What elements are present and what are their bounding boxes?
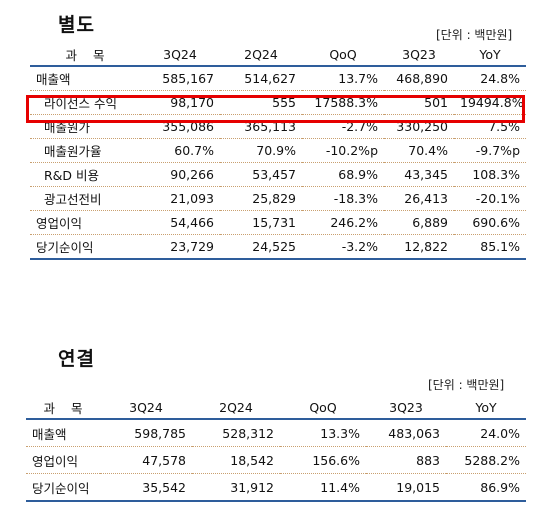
- cell-qoq: 13.7%: [302, 66, 384, 91]
- col-header-yoy: YoY: [446, 396, 526, 420]
- table-header-row: 과 목 3Q24 2Q24 QoQ 3Q23 YoY: [30, 44, 526, 67]
- cell-3q24: 60.7%: [140, 138, 220, 163]
- cell-yoy: 24.0%: [446, 419, 526, 447]
- row-label: 당기순이익: [26, 473, 100, 502]
- cell-2q24: 25,829: [220, 186, 302, 211]
- table-row: 매출원가율 60.7% 70.9% -10.2%p 70.4% -9.7%p: [30, 138, 526, 163]
- cell-qoq: 156.6%: [280, 446, 366, 474]
- cell-3q24: 355,086: [140, 114, 220, 139]
- cell-3q23: 483,063: [366, 419, 446, 447]
- table-row: 당기순이익 35,542 31,912 11.4% 19,015 86.9%: [26, 473, 526, 502]
- cell-2q24: 514,627: [220, 66, 302, 91]
- row-label: 매출액: [26, 419, 100, 447]
- row-label: 당기순이익: [30, 234, 140, 260]
- cell-3q23: 19,015: [366, 473, 446, 502]
- cell-3q24: 35,542: [100, 473, 192, 502]
- cell-yoy: 5288.2%: [446, 446, 526, 474]
- cell-2q24: 31,912: [192, 473, 280, 502]
- cell-2q24: 18,542: [192, 446, 280, 474]
- cell-yoy: -9.7%p: [454, 138, 526, 163]
- row-label: 매출원가: [30, 114, 140, 139]
- table-row: 라이선스 수익 98,170 555 17588.3% 501 19494.8%: [30, 90, 526, 115]
- cell-3q23: 26,413: [384, 186, 454, 211]
- cell-3q24: 21,093: [140, 186, 220, 211]
- cell-qoq: 68.9%: [302, 162, 384, 187]
- cell-yoy: 108.3%: [454, 162, 526, 187]
- col-header-item: 과 목: [30, 44, 140, 67]
- cell-2q24: 53,457: [220, 162, 302, 187]
- cell-3q23: 883: [366, 446, 446, 474]
- table-row: 매출액 598,785 528,312 13.3% 483,063 24.0%: [26, 419, 526, 447]
- col-header-2q24: 2Q24: [220, 44, 302, 67]
- section-title-separate: 별도: [58, 14, 95, 36]
- cell-3q24: 47,578: [100, 446, 192, 474]
- table-row: 당기순이익 23,729 24,525 -3.2% 12,822 85.1%: [30, 234, 526, 260]
- cell-qoq: -2.7%: [302, 114, 384, 139]
- cell-qoq: -3.2%: [302, 234, 384, 260]
- cell-3q24: 23,729: [140, 234, 220, 260]
- row-label: 매출액: [30, 66, 140, 91]
- cell-yoy: 86.9%: [446, 473, 526, 502]
- cell-3q24: 598,785: [100, 419, 192, 447]
- separate-financials-table: 과 목 3Q24 2Q24 QoQ 3Q23 YoY 매출액 585,167 5…: [30, 44, 526, 260]
- cell-yoy: 85.1%: [454, 234, 526, 260]
- cell-yoy: 7.5%: [454, 114, 526, 139]
- cell-3q23: 70.4%: [384, 138, 454, 163]
- col-header-3q24: 3Q24: [140, 44, 220, 67]
- cell-3q24: 585,167: [140, 66, 220, 91]
- cell-yoy: 690.6%: [454, 210, 526, 235]
- cell-3q23: 330,250: [384, 114, 454, 139]
- cell-yoy: 24.8%: [454, 66, 526, 91]
- col-header-3q23: 3Q23: [384, 44, 454, 67]
- cell-3q23: 12,822: [384, 234, 454, 260]
- section-title-consolidated: 연결: [58, 348, 95, 370]
- unit-label-separate: [단위 : 백만원]: [436, 28, 513, 42]
- row-label: 라이선스 수익: [30, 90, 140, 115]
- col-header-qoq: QoQ: [302, 44, 384, 67]
- table-row: R&D 비용 90,266 53,457 68.9% 43,345 108.3%: [30, 162, 526, 187]
- table-row: 광고선전비 21,093 25,829 -18.3% 26,413 -20.1%: [30, 186, 526, 211]
- cell-2q24: 365,113: [220, 114, 302, 139]
- cell-3q24: 90,266: [140, 162, 220, 187]
- cell-2q24: 15,731: [220, 210, 302, 235]
- cell-3q24: 98,170: [140, 90, 220, 115]
- cell-2q24: 528,312: [192, 419, 280, 447]
- row-label: 매출원가율: [30, 138, 140, 163]
- cell-qoq: -18.3%: [302, 186, 384, 211]
- cell-3q23: 468,890: [384, 66, 454, 91]
- cell-qoq: 13.3%: [280, 419, 366, 447]
- col-header-qoq: QoQ: [280, 396, 366, 420]
- col-header-3q24: 3Q24: [100, 396, 192, 420]
- row-label: R&D 비용: [30, 162, 140, 187]
- table-header-row: 과 목 3Q24 2Q24 QoQ 3Q23 YoY: [26, 396, 526, 420]
- cell-qoq: 11.4%: [280, 473, 366, 502]
- cell-3q23: 6,889: [384, 210, 454, 235]
- cell-3q23: 43,345: [384, 162, 454, 187]
- table-row: 영업이익 47,578 18,542 156.6% 883 5288.2%: [26, 446, 526, 474]
- table-row: 매출액 585,167 514,627 13.7% 468,890 24.8%: [30, 66, 526, 91]
- cell-qoq: -10.2%p: [302, 138, 384, 163]
- row-label: 영업이익: [26, 446, 100, 474]
- cell-2q24: 70.9%: [220, 138, 302, 163]
- consolidated-financials-table: 과 목 3Q24 2Q24 QoQ 3Q23 YoY 매출액 598,785 5…: [26, 396, 526, 502]
- row-label: 광고선전비: [30, 186, 140, 211]
- col-header-2q24: 2Q24: [192, 396, 280, 420]
- cell-yoy: 19494.8%: [454, 90, 526, 115]
- col-header-item: 과 목: [26, 396, 100, 420]
- cell-qoq: 246.2%: [302, 210, 384, 235]
- table-row: 영업이익 54,466 15,731 246.2% 6,889 690.6%: [30, 210, 526, 235]
- col-header-yoy: YoY: [454, 44, 526, 67]
- col-header-3q23: 3Q23: [366, 396, 446, 420]
- unit-label-consolidated: [단위 : 백만원]: [428, 378, 505, 392]
- table-row: 매출원가 355,086 365,113 -2.7% 330,250 7.5%: [30, 114, 526, 139]
- cell-qoq: 17588.3%: [302, 90, 384, 115]
- cell-3q24: 54,466: [140, 210, 220, 235]
- cell-3q23: 501: [384, 90, 454, 115]
- row-label: 영업이익: [30, 210, 140, 235]
- cell-2q24: 24,525: [220, 234, 302, 260]
- cell-yoy: -20.1%: [454, 186, 526, 211]
- cell-2q24: 555: [220, 90, 302, 115]
